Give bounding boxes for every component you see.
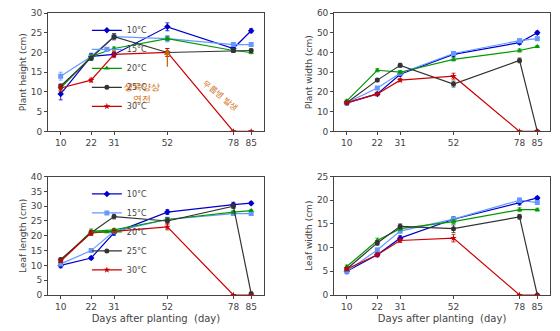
svg-text:35: 35 bbox=[31, 187, 42, 197]
svg-text:15: 15 bbox=[317, 219, 328, 229]
svg-text:Leaf width (cm): Leaf width (cm) bbox=[304, 201, 314, 271]
svg-text:52: 52 bbox=[448, 138, 459, 148]
svg-text:78: 78 bbox=[514, 138, 526, 148]
svg-text:10: 10 bbox=[341, 138, 353, 148]
svg-text:25: 25 bbox=[317, 172, 328, 182]
svg-text:Days after planting (day): Days after planting (day) bbox=[92, 313, 221, 324]
svg-text:0: 0 bbox=[323, 127, 329, 137]
svg-text:10°C: 10°C bbox=[127, 190, 147, 199]
svg-text:5: 5 bbox=[323, 266, 329, 276]
svg-text:5: 5 bbox=[36, 107, 42, 117]
svg-text:10: 10 bbox=[317, 107, 329, 117]
svg-text:20°C: 20°C bbox=[127, 228, 147, 237]
svg-text:15: 15 bbox=[31, 246, 42, 256]
svg-text:30°C: 30°C bbox=[127, 266, 147, 275]
svg-text:0: 0 bbox=[323, 290, 329, 300]
svg-text:30: 30 bbox=[31, 8, 43, 18]
svg-text:Days after planting (day): Days after planting (day) bbox=[378, 313, 507, 324]
svg-text:52: 52 bbox=[162, 302, 173, 312]
svg-text:10: 10 bbox=[341, 302, 353, 312]
svg-text:52: 52 bbox=[162, 138, 173, 148]
svg-text:78: 78 bbox=[228, 302, 240, 312]
svg-text:20: 20 bbox=[31, 231, 43, 241]
svg-text:40: 40 bbox=[31, 172, 43, 182]
svg-text:85: 85 bbox=[245, 138, 256, 148]
svg-text:22: 22 bbox=[372, 138, 383, 148]
svg-text:10: 10 bbox=[55, 302, 67, 312]
svg-text:78: 78 bbox=[228, 138, 240, 148]
svg-text:31: 31 bbox=[108, 302, 119, 312]
svg-text:20: 20 bbox=[31, 48, 43, 58]
svg-text:25: 25 bbox=[31, 28, 42, 38]
svg-text:50: 50 bbox=[317, 28, 329, 38]
svg-text:25: 25 bbox=[31, 216, 42, 226]
svg-text:85: 85 bbox=[532, 138, 543, 148]
svg-text:0: 0 bbox=[36, 290, 42, 300]
svg-text:22: 22 bbox=[372, 302, 383, 312]
svg-text:15: 15 bbox=[31, 67, 42, 77]
svg-text:생육양상연전: 생육양상연전 bbox=[124, 82, 160, 104]
svg-text:52: 52 bbox=[448, 302, 459, 312]
svg-text:무름병 발생: 무름병 발생 bbox=[201, 79, 240, 112]
svg-text:22: 22 bbox=[85, 138, 96, 148]
svg-text:Plant width (cm): Plant width (cm) bbox=[304, 35, 314, 109]
svg-text:30: 30 bbox=[31, 201, 43, 211]
svg-text:15°C: 15°C bbox=[127, 45, 147, 54]
svg-text:85: 85 bbox=[532, 302, 543, 312]
svg-text:10°C: 10°C bbox=[127, 26, 147, 35]
svg-text:Plant height (cm): Plant height (cm) bbox=[18, 33, 28, 111]
svg-text:5: 5 bbox=[36, 275, 42, 285]
svg-text:10: 10 bbox=[31, 87, 43, 97]
svg-text:31: 31 bbox=[394, 138, 405, 148]
svg-text:10: 10 bbox=[31, 261, 43, 271]
svg-text:85: 85 bbox=[245, 302, 256, 312]
svg-text:31: 31 bbox=[108, 138, 119, 148]
svg-text:20: 20 bbox=[317, 195, 329, 205]
svg-text:0: 0 bbox=[36, 127, 42, 137]
svg-text:10: 10 bbox=[317, 243, 329, 253]
svg-text:60: 60 bbox=[317, 8, 329, 18]
svg-text:20: 20 bbox=[317, 87, 329, 97]
svg-text:15°C: 15°C bbox=[127, 209, 147, 218]
svg-text:Leaf length (cm): Leaf length (cm) bbox=[18, 199, 28, 273]
svg-text:40: 40 bbox=[317, 48, 329, 58]
svg-text:78: 78 bbox=[514, 302, 526, 312]
svg-text:25°C: 25°C bbox=[127, 247, 147, 256]
svg-text:31: 31 bbox=[394, 302, 405, 312]
svg-text:30: 30 bbox=[317, 67, 329, 77]
svg-text:20°C: 20°C bbox=[127, 64, 147, 73]
svg-text:25°C: 25°C bbox=[127, 83, 147, 92]
svg-text:22: 22 bbox=[85, 302, 96, 312]
svg-text:10: 10 bbox=[55, 138, 67, 148]
svg-text:30°C: 30°C bbox=[127, 102, 147, 111]
